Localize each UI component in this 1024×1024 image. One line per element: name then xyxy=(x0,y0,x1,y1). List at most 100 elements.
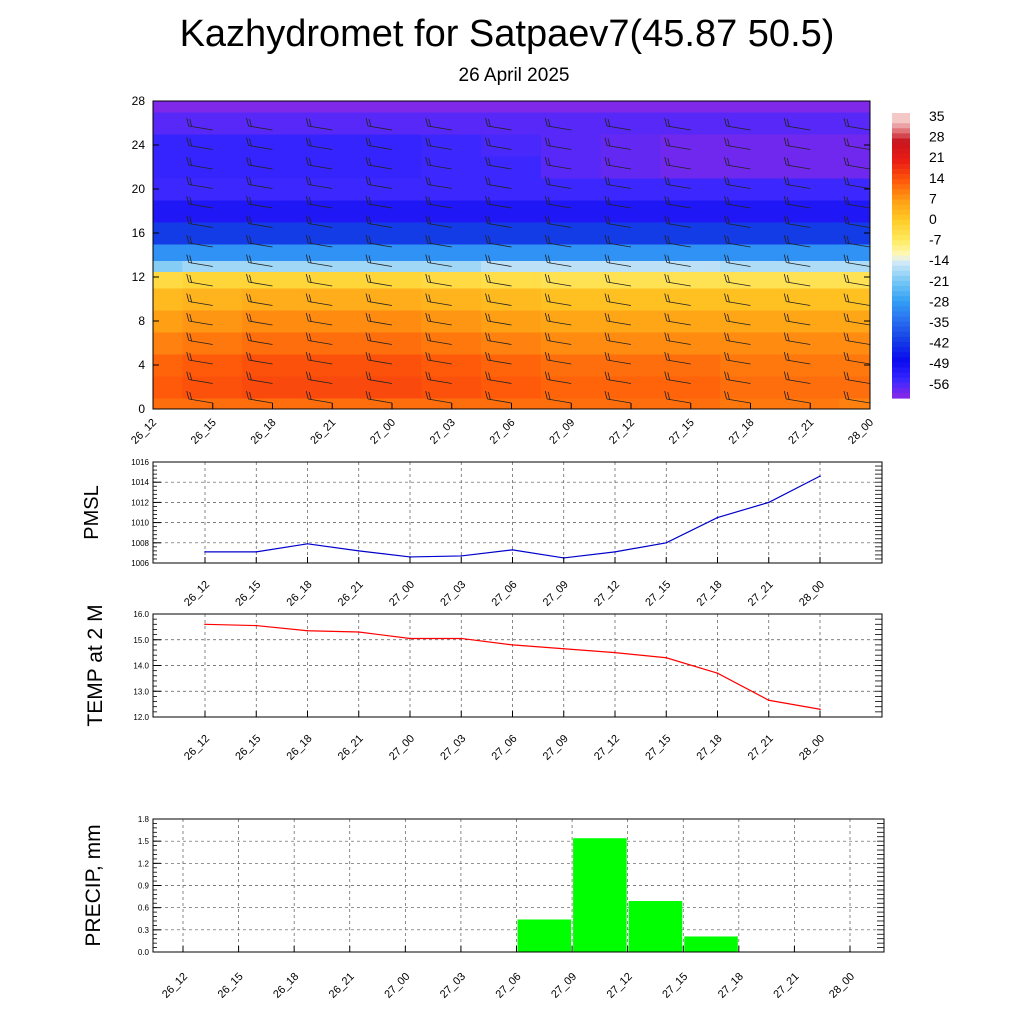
pmsl-x-tick-label: 26_15 xyxy=(233,579,263,609)
wind-barb xyxy=(425,293,452,306)
colorbar-segment xyxy=(892,336,910,343)
heatmap-x-tick-label: 26_12 xyxy=(129,417,159,447)
wind-barb xyxy=(365,312,393,326)
wind-barb xyxy=(783,390,811,404)
wind-barb xyxy=(246,195,273,209)
heatmap-cell xyxy=(600,331,662,355)
wind-barb xyxy=(544,273,572,287)
colorbar-segment xyxy=(892,296,910,302)
heatmap-cell xyxy=(301,243,363,261)
wind-barb xyxy=(153,207,154,208)
temp-2m-y-axis-title: TEMP at 2 M xyxy=(84,604,107,726)
wind-barb xyxy=(305,195,333,209)
wind-barb xyxy=(153,266,154,267)
wind-barb xyxy=(843,137,870,150)
colorbar-segment xyxy=(892,352,910,358)
wind-barb xyxy=(246,332,273,345)
colorbar: 35 28 21 14 7 0 -7 -14 -21 -28 -35 -42 -49 -56 xyxy=(892,108,949,399)
heatmap-cell xyxy=(779,111,841,135)
precip-y-tick-label: 1.5 xyxy=(138,837,150,846)
heatmap-x-tick-label: 28_00 xyxy=(846,417,876,447)
temp-2m-x-tick-label: 28_00 xyxy=(797,733,827,763)
wind-barb xyxy=(664,195,691,209)
colorbar-segment xyxy=(892,123,910,129)
wind-barb xyxy=(664,371,691,384)
precip-panel: 0.0 0.3 0.6 0.9 1.2 1.5 1.8 26_12 26_15 26_18 26_2… xyxy=(82,815,885,1001)
wind-barb xyxy=(724,293,751,306)
wind-barb xyxy=(425,254,452,267)
wind-barb xyxy=(544,234,572,248)
wind-barb xyxy=(246,293,273,306)
wind-barb xyxy=(485,390,512,404)
heatmap-cell xyxy=(540,309,602,333)
heatmap-cell xyxy=(779,309,841,333)
pmsl-x-tick-label: 27_18 xyxy=(695,579,725,609)
wind-barb xyxy=(153,129,154,130)
heatmap-panel: 0 4 8 12 16 20 24 28 26_12 26_15 26_18 26_21 27_00 27… xyxy=(129,94,876,447)
heatmap-cell xyxy=(153,375,184,399)
wind-barb xyxy=(544,312,572,326)
pmsl-x-tick-label: 27_03 xyxy=(438,579,468,609)
wind-barb xyxy=(365,254,393,267)
heatmap-cell xyxy=(361,111,423,135)
wind-barb xyxy=(604,176,632,189)
pmsl-point xyxy=(204,551,206,553)
heatmap-cell xyxy=(660,309,722,333)
precip-x-tick-label: 27_03 xyxy=(438,971,468,1001)
heatmap-cell xyxy=(779,155,841,179)
heatmap-cell xyxy=(839,271,870,289)
wind-barb xyxy=(305,156,333,170)
wind-barb xyxy=(485,293,512,306)
temp-2m-point xyxy=(460,637,463,640)
colorbar-segment xyxy=(892,153,910,160)
wind-barb xyxy=(724,332,751,345)
wind-barb xyxy=(246,273,273,287)
colorbar-segment xyxy=(892,382,910,389)
precip-x-tick-label: 26_18 xyxy=(271,971,301,1001)
wind-barb xyxy=(604,351,632,365)
wind-barb xyxy=(544,254,572,267)
wind-barb xyxy=(186,332,213,345)
wind-barb xyxy=(365,390,393,404)
colorbar-segment xyxy=(892,133,910,140)
wind-barb xyxy=(843,332,870,345)
wind-barb xyxy=(186,215,213,228)
wind-barb xyxy=(783,234,811,248)
precip-y-tick-label: 1.2 xyxy=(138,859,150,868)
heatmap-cell xyxy=(361,260,423,272)
wind-barb xyxy=(664,351,691,365)
colorbar-segment xyxy=(892,179,910,185)
heatmap-x-tick-label: 26_21 xyxy=(308,417,338,447)
wind-barb xyxy=(843,351,870,365)
wind-barb xyxy=(186,137,213,150)
wind-barb xyxy=(544,332,572,345)
heatmap-cell xyxy=(153,397,184,409)
heatmap-cell xyxy=(839,199,870,223)
wind-barb xyxy=(485,195,512,209)
heatmap-cell xyxy=(481,221,542,245)
colorbar-segment xyxy=(892,316,910,323)
heatmap-cell xyxy=(242,353,303,377)
heatmap-cell xyxy=(182,155,244,179)
colorbar-segment xyxy=(892,199,910,206)
wind-barb xyxy=(365,234,393,248)
wind-barb xyxy=(544,293,572,306)
heatmap-cell xyxy=(242,155,303,179)
heatmap-cell xyxy=(660,243,722,261)
wind-barb xyxy=(485,234,512,248)
heatmap-cell xyxy=(301,353,363,377)
heatmap-cell xyxy=(153,331,184,355)
wind-barb xyxy=(365,137,393,150)
wind-barb xyxy=(365,176,393,189)
heatmap-cell xyxy=(720,101,781,113)
heatmap-cell xyxy=(540,287,602,311)
wind-barb xyxy=(246,137,273,150)
wind-barb xyxy=(305,273,333,287)
heatmap-cell xyxy=(600,271,662,289)
wind-barb xyxy=(365,156,393,170)
wind-barb xyxy=(724,156,751,170)
temp-2m-x-tick-label: 26_21 xyxy=(336,733,366,763)
heatmap-cell xyxy=(153,260,184,272)
colorbar-label: 14 xyxy=(929,170,945,186)
pmsl-point xyxy=(665,542,668,544)
